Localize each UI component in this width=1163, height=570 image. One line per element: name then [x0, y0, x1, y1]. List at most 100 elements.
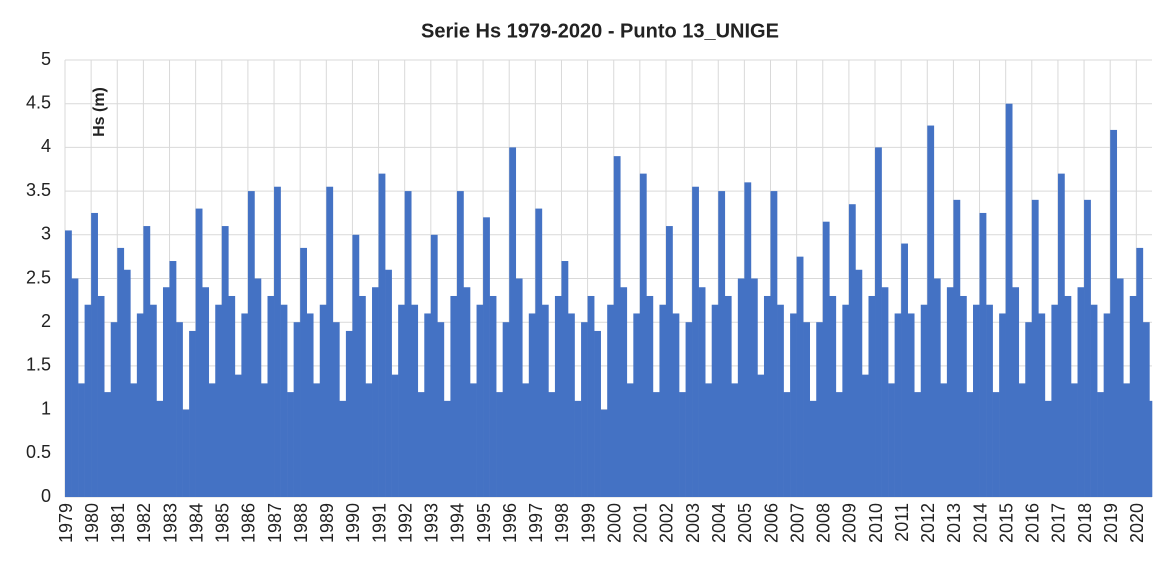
bar [104, 392, 112, 497]
bar [443, 400, 451, 497]
bar [78, 383, 85, 497]
bar [665, 226, 673, 497]
y-tick-label: 1.5 [26, 355, 51, 375]
bar [940, 383, 948, 497]
x-tick-label: 1985 [213, 503, 233, 543]
bar [463, 287, 471, 497]
bar [1018, 383, 1026, 497]
x-tick-label: 2011 [892, 503, 912, 542]
bar [391, 374, 399, 497]
bar [1103, 313, 1111, 497]
bar [594, 330, 601, 497]
bar [750, 278, 758, 497]
y-tick-label: 5 [41, 49, 51, 69]
bar [692, 186, 699, 498]
bar [927, 125, 935, 498]
bar [1097, 392, 1104, 497]
bar [541, 304, 549, 497]
bar [901, 243, 908, 497]
bar [136, 313, 144, 497]
bar [215, 304, 223, 497]
bar [339, 400, 347, 497]
bar [123, 269, 131, 497]
bar [274, 186, 281, 498]
bar [515, 278, 523, 497]
bar [1044, 400, 1052, 497]
bar [306, 313, 314, 497]
bar [705, 383, 713, 497]
bar [770, 191, 778, 497]
y-tick-label: 2.5 [26, 267, 51, 287]
bar [796, 256, 804, 497]
x-tick-label: 2018 [1075, 503, 1095, 543]
bar [685, 322, 693, 497]
y-tick-label: 1 [41, 398, 51, 418]
bar [979, 212, 987, 497]
bar [973, 304, 980, 497]
bar [1090, 304, 1098, 497]
bar [790, 313, 797, 497]
bar [1057, 173, 1065, 497]
bar [502, 322, 510, 497]
bar [548, 392, 556, 497]
x-tick-label: 2000 [604, 503, 624, 543]
bar [554, 295, 562, 497]
bar [763, 295, 771, 497]
bar [888, 383, 895, 497]
x-tick-label: 1998 [552, 503, 572, 543]
x-tick-label: 1987 [265, 503, 285, 543]
bar [744, 182, 752, 498]
bar [809, 400, 817, 497]
bar [176, 322, 183, 497]
x-tick-label: 1993 [422, 503, 442, 543]
bar [659, 304, 667, 497]
bar [287, 392, 294, 497]
bar [914, 392, 922, 497]
x-tick-label: 1981 [108, 503, 128, 543]
x-tick-label: 1982 [134, 503, 154, 543]
bar [607, 304, 615, 497]
bar [97, 295, 105, 497]
bar [84, 304, 92, 497]
x-tick-label: 2016 [1023, 503, 1043, 543]
x-tick-label: 2006 [761, 503, 781, 543]
bar [855, 269, 863, 497]
bar [946, 287, 954, 497]
y-tick-label: 0 [41, 486, 51, 506]
x-tick-label: 1980 [82, 503, 102, 543]
bar [91, 212, 98, 497]
bar [352, 234, 360, 498]
bar [65, 230, 72, 497]
bar [600, 409, 608, 497]
x-tick-label: 2004 [709, 503, 729, 543]
bar [731, 383, 739, 497]
bar [829, 295, 837, 497]
bar [319, 304, 327, 497]
x-tick-label: 1991 [369, 503, 389, 543]
x-tick-label: 2002 [657, 503, 677, 543]
y-tick-label: 2 [41, 311, 51, 331]
bar [110, 322, 118, 497]
bar [430, 234, 438, 498]
x-tick-label: 1979 [56, 503, 76, 543]
bar [195, 208, 203, 497]
x-tick-label: 2017 [1049, 503, 1069, 543]
chart-title: Serie Hs 1979-2020 - Punto 13_UNIGE [421, 20, 779, 42]
bar [260, 383, 268, 497]
bar [483, 217, 490, 497]
bar [711, 304, 719, 497]
x-tick-label: 2010 [866, 503, 886, 543]
x-tick-label: 1999 [578, 503, 598, 543]
bar [241, 313, 249, 497]
x-tick-label: 1989 [317, 503, 337, 543]
x-tick-label: 1992 [395, 503, 415, 543]
bar [300, 247, 308, 497]
bar [718, 191, 726, 497]
bar [1116, 278, 1124, 497]
bar [234, 374, 242, 497]
x-tick-label: 2009 [840, 503, 860, 543]
bar [848, 204, 856, 497]
x-tick-label: 2001 [631, 503, 651, 543]
y-tick-label: 0.5 [26, 442, 51, 462]
